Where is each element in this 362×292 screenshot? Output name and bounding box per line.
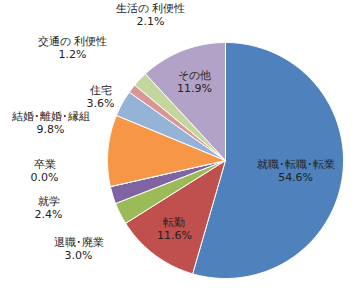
- svg-text:結婚･離婚･縁組9.8%: 結婚･離婚･縁組9.8%: [11, 110, 90, 136]
- svg-text:交通の 利便性1.2%: 交通の 利便性1.2%: [38, 35, 108, 61]
- svg-text:住宅3.6%: 住宅3.6%: [87, 84, 115, 110]
- svg-text:退職･廃業3.0%: 退職･廃業3.0%: [54, 236, 104, 262]
- svg-text:転勤11.6%: 転勤11.6%: [157, 216, 192, 242]
- svg-text:その他11.9%: その他11.9%: [177, 69, 212, 95]
- svg-text:就学2.4%: 就学2.4%: [35, 195, 63, 221]
- svg-text:生活の 利便性2.1%: 生活の 利便性2.1%: [116, 2, 186, 28]
- svg-text:卒業0.0%: 卒業0.0%: [31, 158, 59, 184]
- svg-text:就職･転職･転業54.6%: 就職･転職･転業54.6%: [257, 158, 335, 184]
